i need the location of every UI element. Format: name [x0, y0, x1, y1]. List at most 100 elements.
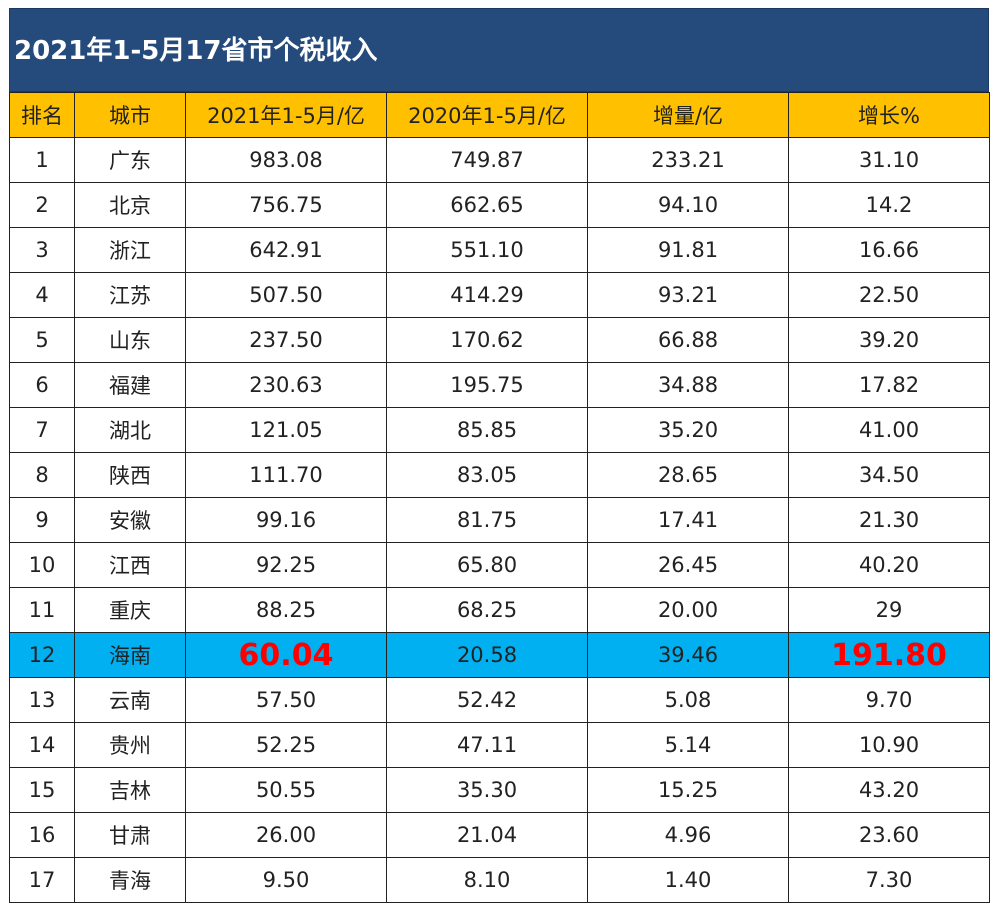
cell-2021: 507.50	[185, 272, 387, 318]
table-row: 10 江西 92.25 65.80 26.45 40.20	[9, 542, 990, 588]
cell-2021: 642.91	[185, 227, 387, 273]
cell-2021: 230.63	[185, 362, 387, 408]
cell-growth: 31.10	[788, 137, 990, 183]
header-2020: 2020年1-5月/亿	[386, 92, 588, 138]
cell-growth: 14.2	[788, 182, 990, 228]
cell-city: 福建	[74, 362, 186, 408]
cell-city: 湖北	[74, 407, 186, 453]
cell-rank: 14	[9, 722, 75, 768]
cell-rank: 13	[9, 677, 75, 723]
cell-rank: 8	[9, 452, 75, 498]
cell-city: 陕西	[74, 452, 186, 498]
cell-2021: 9.50	[185, 857, 387, 903]
header-growth: 增长%	[788, 92, 990, 138]
cell-city: 贵州	[74, 722, 186, 768]
table-row: 8 陕西 111.70 83.05 28.65 34.50	[9, 452, 990, 498]
cell-city: 青海	[74, 857, 186, 903]
table-container: 2021年1-5月17省市个税收入 排名 城市 2021年1-5月/亿 2020…	[9, 8, 990, 903]
header-rank: 排名	[9, 92, 75, 138]
cell-city: 甘肃	[74, 812, 186, 858]
table-row: 14 贵州 52.25 47.11 5.14 10.90	[9, 722, 990, 768]
cell-growth: 39.20	[788, 317, 990, 363]
tax-table: 排名 城市 2021年1-5月/亿 2020年1-5月/亿 增量/亿 增长% 1…	[9, 92, 990, 903]
table-row: 3 浙江 642.91 551.10 91.81 16.66	[9, 227, 990, 273]
cell-rank: 2	[9, 182, 75, 228]
table-body: 1 广东 983.08 749.87 233.21 31.10 2 北京 756.75 662.6…	[9, 137, 990, 903]
cell-2021: 111.70	[185, 452, 387, 498]
cell-2021: 237.50	[185, 317, 387, 363]
cell-2020: 47.11	[386, 722, 588, 768]
cell-city: 北京	[74, 182, 186, 228]
cell-2020: 195.75	[386, 362, 588, 408]
cell-city: 浙江	[74, 227, 186, 273]
cell-rank: 7	[9, 407, 75, 453]
cell-city: 重庆	[74, 587, 186, 633]
table-row: 6 福建 230.63 195.75 34.88 17.82	[9, 362, 990, 408]
cell-rank: 6	[9, 362, 75, 408]
cell-2020: 170.62	[386, 317, 588, 363]
table-title: 2021年1-5月17省市个税收入	[9, 8, 989, 92]
cell-2020: 83.05	[386, 452, 588, 498]
cell-2020: 68.25	[386, 587, 588, 633]
cell-growth: 17.82	[788, 362, 990, 408]
table-row: 4 江苏 507.50 414.29 93.21 22.50	[9, 272, 990, 318]
cell-2020: 65.80	[386, 542, 588, 588]
table-row: 15 吉林 50.55 35.30 15.25 43.20	[9, 767, 990, 813]
table-row: 1 广东 983.08 749.87 233.21 31.10	[9, 137, 990, 183]
cell-2021: 756.75	[185, 182, 387, 228]
cell-city: 山东	[74, 317, 186, 363]
header-city: 城市	[74, 92, 186, 138]
cell-2021: 121.05	[185, 407, 387, 453]
cell-2021: 99.16	[185, 497, 387, 543]
cell-city: 海南	[74, 632, 186, 678]
table-row: 2 北京 756.75 662.65 94.10 14.2	[9, 182, 990, 228]
cell-2020: 52.42	[386, 677, 588, 723]
cell-city: 云南	[74, 677, 186, 723]
cell-increase: 93.21	[587, 272, 789, 318]
cell-increase: 28.65	[587, 452, 789, 498]
cell-growth: 9.70	[788, 677, 990, 723]
cell-growth: 34.50	[788, 452, 990, 498]
cell-growth: 191.80	[788, 632, 990, 678]
cell-increase: 20.00	[587, 587, 789, 633]
cell-2021: 60.04	[185, 632, 387, 678]
cell-increase: 66.88	[587, 317, 789, 363]
cell-2020: 414.29	[386, 272, 588, 318]
cell-2021: 26.00	[185, 812, 387, 858]
header-row: 排名 城市 2021年1-5月/亿 2020年1-5月/亿 增量/亿 增长%	[9, 92, 990, 138]
header-increase: 增量/亿	[587, 92, 789, 138]
cell-rank: 1	[9, 137, 75, 183]
table-row: 7 湖北 121.05 85.85 35.20 41.00	[9, 407, 990, 453]
table-row: 9 安徽 99.16 81.75 17.41 21.30	[9, 497, 990, 543]
cell-2021: 88.25	[185, 587, 387, 633]
cell-city: 江苏	[74, 272, 186, 318]
cell-increase: 5.14	[587, 722, 789, 768]
cell-increase: 4.96	[587, 812, 789, 858]
cell-increase: 17.41	[587, 497, 789, 543]
cell-city: 安徽	[74, 497, 186, 543]
cell-growth: 29	[788, 587, 990, 633]
cell-growth: 43.20	[788, 767, 990, 813]
cell-growth: 41.00	[788, 407, 990, 453]
cell-2021: 52.25	[185, 722, 387, 768]
cell-increase: 233.21	[587, 137, 789, 183]
cell-rank: 15	[9, 767, 75, 813]
cell-city: 江西	[74, 542, 186, 588]
table-row: 11 重庆 88.25 68.25 20.00 29	[9, 587, 990, 633]
cell-increase: 1.40	[587, 857, 789, 903]
cell-2020: 8.10	[386, 857, 588, 903]
cell-increase: 15.25	[587, 767, 789, 813]
cell-growth: 7.30	[788, 857, 990, 903]
cell-2020: 85.85	[386, 407, 588, 453]
cell-city: 吉林	[74, 767, 186, 813]
cell-rank: 9	[9, 497, 75, 543]
cell-2021: 57.50	[185, 677, 387, 723]
cell-growth: 23.60	[788, 812, 990, 858]
cell-increase: 5.08	[587, 677, 789, 723]
cell-increase: 34.88	[587, 362, 789, 408]
cell-rank: 12	[9, 632, 75, 678]
cell-2021: 92.25	[185, 542, 387, 588]
cell-rank: 4	[9, 272, 75, 318]
cell-growth: 22.50	[788, 272, 990, 318]
cell-2021: 983.08	[185, 137, 387, 183]
